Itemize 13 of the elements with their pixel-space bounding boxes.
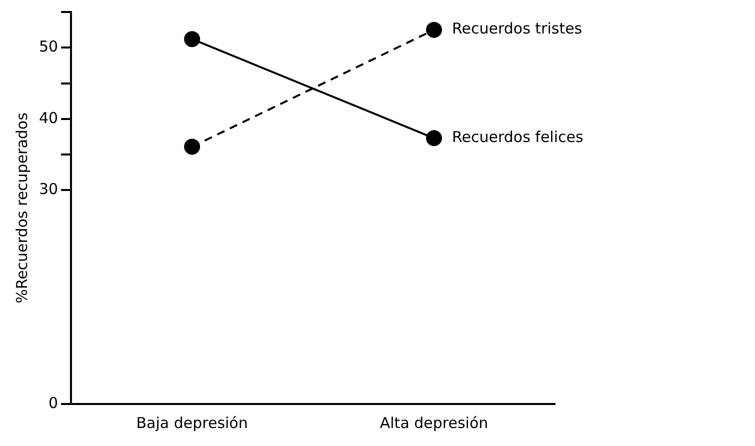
y-tick-label: 30 xyxy=(38,180,58,198)
series-label: Recuerdos felices xyxy=(452,128,584,146)
x-tick-label: Alta depresión xyxy=(380,414,488,432)
point xyxy=(426,130,442,146)
point xyxy=(184,31,200,48)
point xyxy=(426,22,442,38)
y-axis-title: %Recuerdos recuperados xyxy=(12,112,31,304)
point xyxy=(184,138,200,155)
y-tick-label: 50 xyxy=(38,38,58,56)
x-tick-label: Baja depresión xyxy=(136,414,248,432)
series-label: Recuerdos tristes xyxy=(452,20,582,38)
y-tick-label: 40 xyxy=(38,108,58,127)
y-tick-label: 0 xyxy=(48,394,58,412)
